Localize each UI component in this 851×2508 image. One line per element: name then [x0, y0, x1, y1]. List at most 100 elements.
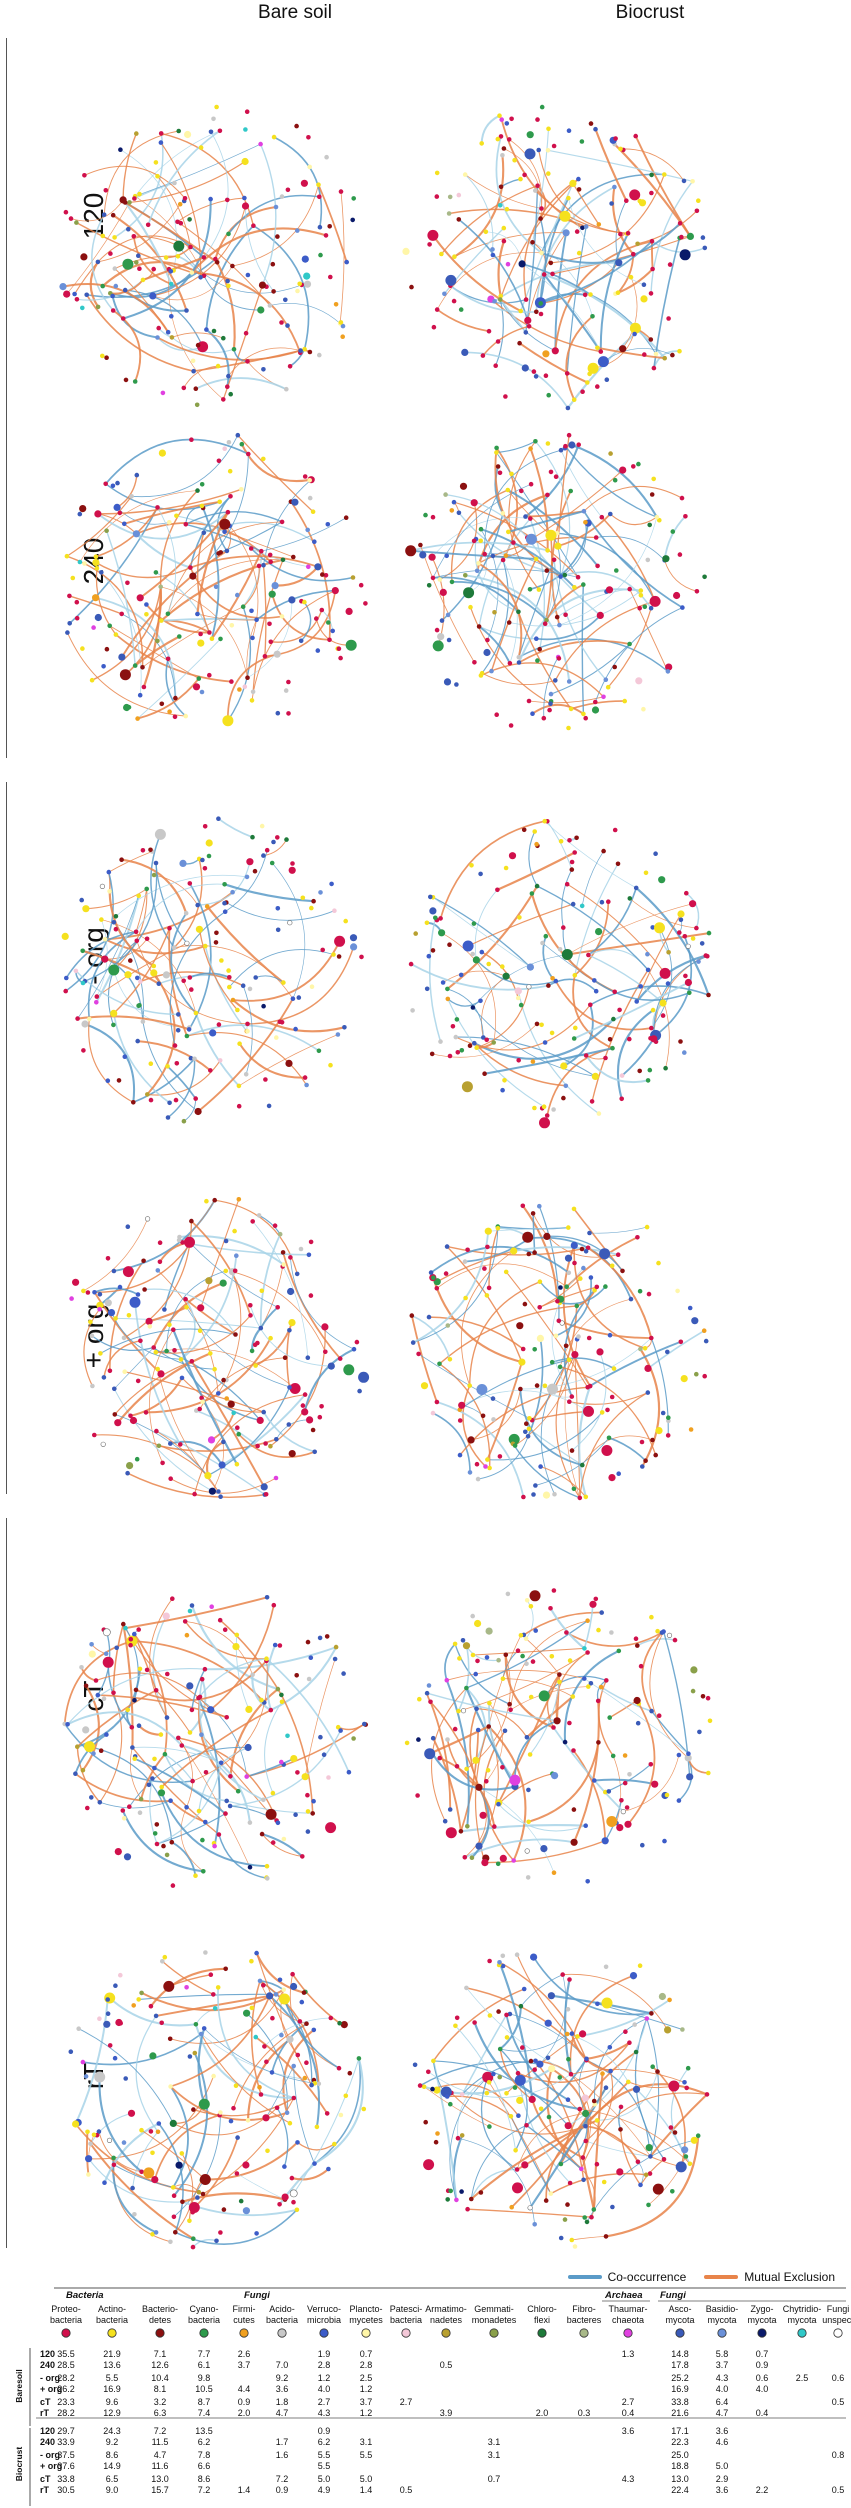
- network-node: [255, 1340, 260, 1346]
- network-node: [595, 928, 603, 936]
- co-occurrence-edge: [495, 299, 504, 366]
- network-node: [144, 886, 149, 892]
- mutual-exclusion-edge: [66, 632, 186, 717]
- network-node: [338, 655, 343, 661]
- mutual-exclusion-edge: [612, 186, 635, 255]
- network-node: [114, 1419, 122, 1427]
- co-occurrence-edge: [528, 831, 538, 887]
- network-node: [65, 630, 70, 635]
- network-node: [413, 931, 418, 936]
- network-node: [475, 1476, 481, 1482]
- network-node: [184, 308, 189, 313]
- network-node: [567, 838, 572, 843]
- co-occurrence-edge: [135, 2015, 159, 2133]
- network-node: [585, 380, 590, 385]
- network-node: [702, 1373, 707, 1379]
- co-occurrence-edge: [478, 518, 531, 627]
- network-node: [662, 555, 670, 563]
- network-node: [158, 584, 163, 590]
- network-node: [303, 272, 311, 280]
- mutual-exclusion-edge: [518, 640, 630, 664]
- network-node: [459, 1048, 465, 1053]
- network-node: [544, 2019, 552, 2027]
- co-occurrence-edge: [599, 232, 629, 352]
- network-node: [434, 627, 440, 633]
- mutual-exclusion-edge: [623, 1754, 680, 1812]
- network-node: [223, 1811, 228, 1816]
- table-cell: 4.7: [154, 2450, 167, 2460]
- network-node: [426, 1314, 432, 1320]
- mutual-exclusion-edge: [95, 568, 117, 635]
- mutual-exclusion-edge: [259, 1980, 320, 2084]
- network-node: [455, 1050, 461, 1055]
- network-node: [409, 284, 414, 290]
- table-cell: 0.6: [832, 2373, 845, 2383]
- table-cell: 2.2: [756, 2485, 769, 2495]
- network-node: [80, 253, 88, 261]
- mutual-exclusion-edge: [601, 516, 656, 602]
- network-node: [424, 920, 430, 926]
- network-node: [500, 1087, 505, 1093]
- network-node: [457, 1418, 463, 1423]
- co-occurrence-edge: [105, 483, 220, 511]
- mutual-exclusion-edge: [205, 2141, 299, 2181]
- network-node: [314, 616, 319, 621]
- network-node: [217, 128, 223, 134]
- network-node: [135, 975, 140, 981]
- network-node: [679, 234, 684, 240]
- network-node: [271, 839, 276, 845]
- network-node: [554, 542, 562, 550]
- mutual-exclusion-edge: [432, 1737, 462, 1832]
- network-node: [88, 1650, 96, 1658]
- mutual-exclusion-edge: [651, 241, 654, 270]
- network-node: [281, 980, 286, 985]
- network-node: [221, 335, 226, 341]
- network-node: [268, 1443, 273, 1449]
- network-node: [214, 104, 219, 110]
- network-node: [501, 146, 507, 151]
- network-node: [222, 900, 227, 906]
- network-node: [99, 883, 106, 889]
- network-node: [260, 1483, 268, 1491]
- network-node: [633, 133, 638, 139]
- network-node: [690, 1688, 696, 1694]
- network-node: [127, 1804, 132, 1809]
- network-node: [544, 617, 549, 623]
- mutual-exclusion-edge: [237, 434, 314, 513]
- network-node: [298, 1246, 304, 1252]
- network-node: [503, 1652, 509, 1658]
- mutual-exclusion-edge: [122, 133, 137, 200]
- network-node: [291, 2063, 296, 2069]
- network-node: [200, 1399, 205, 1405]
- network-node: [84, 1741, 95, 1753]
- network-node: [456, 510, 462, 516]
- network-node: [204, 904, 210, 909]
- network-node: [275, 1686, 281, 1692]
- network-node: [241, 157, 249, 166]
- mutual-exclusion-edge: [210, 1605, 275, 1711]
- network-node: [479, 141, 484, 146]
- co-occurrence-edge: [560, 522, 587, 577]
- network-node: [475, 1783, 483, 1791]
- network-node: [198, 145, 204, 150]
- network-node: [123, 2076, 128, 2081]
- network-node: [102, 937, 108, 942]
- network-node: [470, 1652, 476, 1658]
- network-node: [543, 2198, 549, 2203]
- network-node: [654, 922, 665, 934]
- mutual-exclusion-edge: [247, 946, 355, 1025]
- mutual-exclusion-edge: [531, 703, 584, 715]
- network-node: [558, 839, 564, 844]
- network-node: [661, 2157, 667, 2162]
- network-node: [343, 515, 349, 520]
- network-node: [649, 1025, 654, 1031]
- network-node: [503, 1269, 509, 1275]
- network-node: [199, 1395, 204, 1401]
- table-cell: 7.2: [154, 2426, 167, 2436]
- network-node: [583, 1494, 589, 1500]
- mutual-exclusion-edge: [153, 2114, 220, 2180]
- network-node: [644, 2016, 650, 2021]
- network-node: [113, 632, 119, 637]
- network-node: [686, 1773, 694, 1781]
- network-node: [473, 1671, 478, 1677]
